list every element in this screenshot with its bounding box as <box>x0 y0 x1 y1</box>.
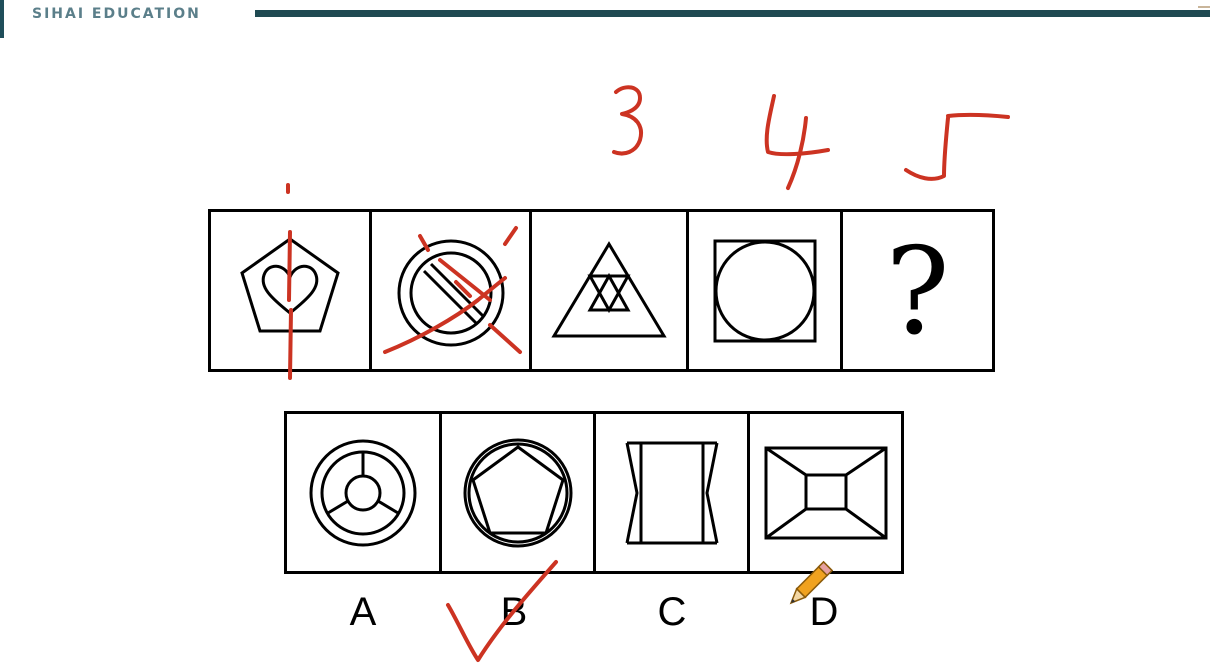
option-label-d: D <box>809 590 839 634</box>
question-mark: ? <box>885 222 950 362</box>
triangle-in-triangle-icon <box>551 240 667 337</box>
brand-text: SIHAI EDUCATION <box>32 6 201 22</box>
options-row <box>284 411 904 574</box>
pencil-icon <box>789 560 834 605</box>
brand-mark <box>0 0 4 38</box>
annotation-five <box>904 112 1010 181</box>
pentagon-in-circle-icon <box>463 438 572 547</box>
option-label-a: A <box>349 590 377 634</box>
pentagon-heart-icon <box>240 236 340 332</box>
frame-rectangle-icon <box>764 446 887 539</box>
option-label-c: C <box>657 590 687 634</box>
figure-1 <box>211 212 372 369</box>
option-c[interactable] <box>596 414 750 571</box>
annotation-three <box>612 85 643 156</box>
figure-3 <box>532 212 689 369</box>
circle-in-square-icon <box>713 239 816 342</box>
option-a[interactable] <box>287 414 442 571</box>
hourglass-rectangle-icon <box>625 441 718 544</box>
header-rule <box>255 10 1210 17</box>
answer-slot: ? <box>843 212 995 369</box>
option-d[interactable] <box>750 414 904 571</box>
annotation-four <box>764 94 830 190</box>
figure-2 <box>372 212 532 369</box>
circle-spokes-icon <box>309 439 417 546</box>
option-b[interactable] <box>442 414 596 571</box>
corner-mark <box>1198 0 1210 8</box>
figure-4 <box>689 212 843 369</box>
circle-slash-icon <box>397 239 504 346</box>
option-label-b: B <box>500 590 528 634</box>
puzzle-row: ? <box>208 209 995 372</box>
